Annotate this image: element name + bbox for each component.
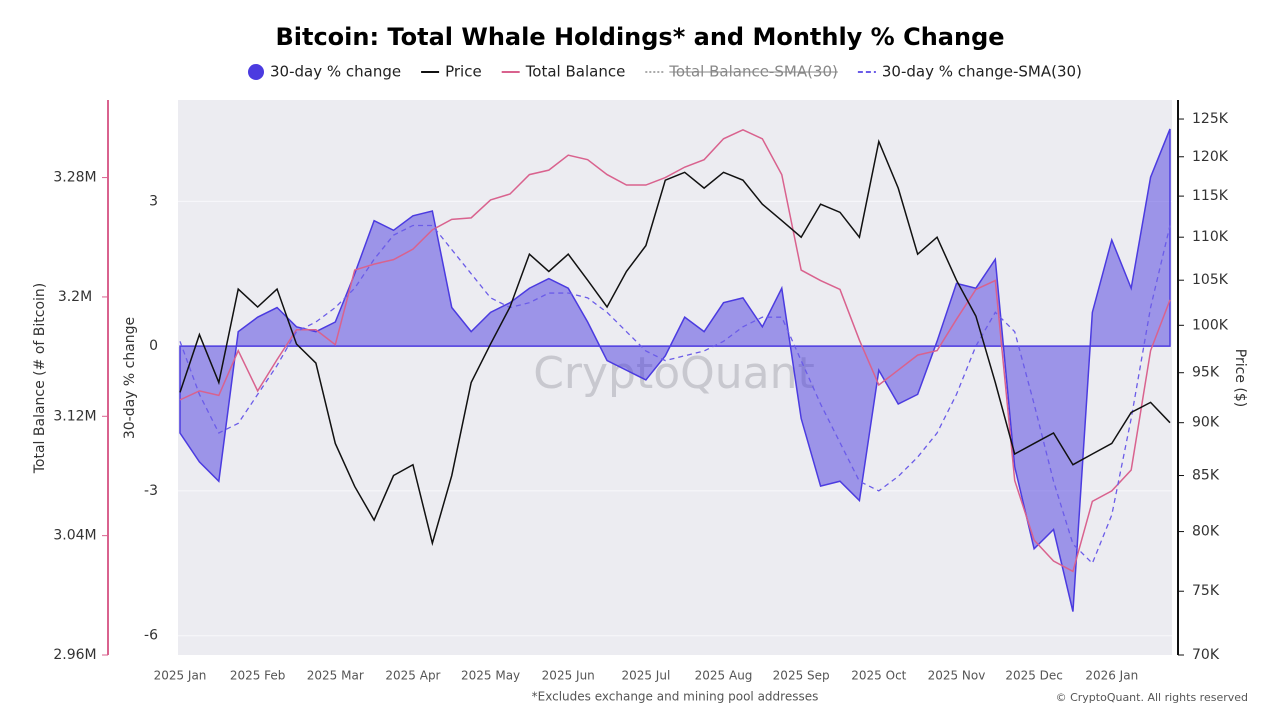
y3-tick-label: 3.04M: [53, 528, 96, 544]
y-tick-label: -6: [144, 628, 158, 644]
x-tick-label: 2025 Nov: [928, 669, 986, 683]
x-tick-label: 2025 Jun: [542, 669, 595, 683]
x-tick-label: 2025 Apr: [385, 669, 440, 683]
y-tick-label: 0: [149, 338, 158, 354]
y-axis-title: 30-day % change: [122, 317, 138, 439]
area: [179, 128, 1171, 612]
y3-tick-label: 2.96M: [53, 647, 96, 663]
legend-label[interactable]: 30-day % change: [270, 63, 401, 81]
legend-label[interactable]: Price: [445, 63, 482, 81]
x-tick-label: 2025 Sep: [773, 669, 830, 683]
y2-axis-title: Price ($): [1232, 349, 1248, 407]
y3-axis-title: Total Balance (# of Bitcoin): [32, 283, 48, 475]
x-tick-label: 2025 Jan: [154, 669, 207, 683]
y2-tick-label: 105K: [1192, 272, 1229, 288]
x-tick-label: 2025 Oct: [851, 669, 906, 683]
legend-label[interactable]: Total Balance: [525, 63, 626, 81]
watermark: CryptoQuant: [533, 348, 815, 399]
x-tick-label: 2025 Aug: [695, 669, 753, 683]
copyright: © CryptoQuant. All rights reserved: [1056, 691, 1248, 704]
y3-tick-label: 3.2M: [58, 289, 92, 305]
y-tick-label: -3: [144, 483, 158, 499]
y2-tick-label: 110K: [1192, 229, 1229, 245]
line: [179, 129, 1171, 573]
x-tick-label: 2025 Jul: [621, 669, 670, 683]
y3-tick-label: 3.12M: [53, 408, 96, 424]
legend-swatch: [248, 64, 264, 80]
y2-tick-label: 70K: [1192, 647, 1220, 663]
y2-tick-label: 75K: [1192, 583, 1220, 599]
x-tick-label: 2025 May: [461, 669, 520, 683]
x-tick-label: 2025 Feb: [230, 669, 286, 683]
x-tick-label: 2025 Dec: [1005, 669, 1063, 683]
y2-tick-label: 115K: [1192, 188, 1229, 204]
y2-tick-label: 80K: [1192, 524, 1220, 540]
y2-tick-label: 90K: [1192, 415, 1220, 431]
y2-tick-label: 125K: [1192, 111, 1229, 127]
x-tick-label: 2025 Mar: [307, 669, 364, 683]
y-tick-label: 3: [149, 193, 158, 209]
y2-tick-label: 95K: [1192, 365, 1220, 381]
dashed-line: [179, 224, 1171, 565]
y2-tick-label: 85K: [1192, 468, 1220, 484]
y2-tick-label: 100K: [1192, 317, 1229, 333]
y2-tick-label: 120K: [1192, 149, 1229, 165]
footnote: *Excludes exchange and mining pool addre…: [532, 690, 819, 704]
legend-label[interactable]: 30-day % change-SMA(30): [882, 63, 1082, 81]
x-tick-label: 2026 Jan: [1085, 669, 1138, 683]
line: [179, 138, 1171, 547]
chart-title: Bitcoin: Total Whale Holdings* and Month…: [275, 23, 1004, 51]
y3-tick-label: 3.28M: [53, 170, 96, 186]
